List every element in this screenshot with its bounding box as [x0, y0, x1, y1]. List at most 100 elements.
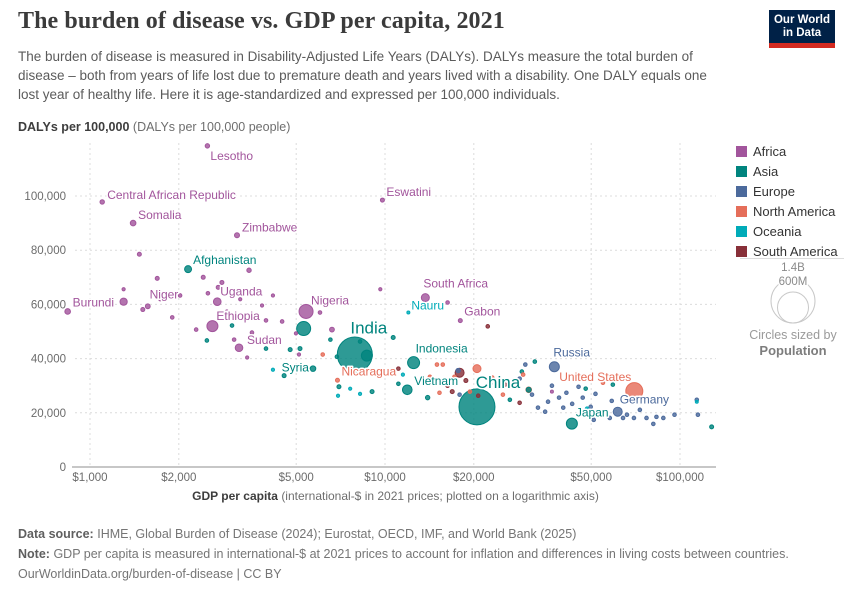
- data-point[interactable]: [457, 392, 462, 397]
- data-point[interactable]: [219, 279, 225, 285]
- data-point[interactable]: [556, 395, 562, 400]
- data-point-central-african-republic[interactable]: [99, 199, 105, 205]
- data-point[interactable]: [121, 287, 126, 292]
- data-point[interactable]: [427, 374, 433, 380]
- data-point[interactable]: [549, 389, 554, 394]
- data-point[interactable]: [264, 336, 269, 341]
- data-point[interactable]: [545, 399, 551, 404]
- data-point[interactable]: [604, 410, 610, 416]
- data-point[interactable]: [328, 337, 333, 342]
- data-point[interactable]: [193, 327, 199, 332]
- data-point[interactable]: [205, 290, 211, 296]
- data-point[interactable]: [542, 409, 548, 415]
- data-point-russia[interactable]: [548, 361, 560, 373]
- data-point[interactable]: [246, 267, 252, 273]
- data-point[interactable]: [158, 297, 163, 302]
- data-point-nigeria[interactable]: [298, 303, 314, 319]
- data-point[interactable]: [224, 309, 229, 314]
- data-point[interactable]: [259, 303, 265, 308]
- citation-link[interactable]: OurWorldinData.org/burden-of-disease: [18, 567, 234, 581]
- owid-logo[interactable]: Our World in Data: [769, 10, 835, 48]
- data-point[interactable]: [378, 287, 383, 292]
- data-point[interactable]: [204, 338, 210, 343]
- data-point[interactable]: [287, 347, 293, 353]
- data-point[interactable]: [296, 352, 302, 357]
- data-point-lesotho[interactable]: [204, 143, 211, 149]
- data-point[interactable]: [200, 274, 206, 280]
- data-point-south-africa[interactable]: [420, 293, 430, 303]
- data-point-eswatini[interactable]: [379, 197, 385, 203]
- data-point[interactable]: [672, 412, 677, 417]
- legend-item-asia[interactable]: Asia: [736, 164, 838, 179]
- data-point[interactable]: [434, 362, 440, 367]
- data-point[interactable]: [140, 307, 146, 313]
- data-point[interactable]: [177, 293, 183, 298]
- data-point[interactable]: [637, 407, 643, 413]
- data-point[interactable]: [584, 406, 590, 412]
- data-point-china[interactable]: [458, 388, 496, 426]
- data-point[interactable]: [245, 355, 250, 360]
- data-point[interactable]: [293, 331, 299, 336]
- data-point[interactable]: [609, 398, 615, 404]
- data-point[interactable]: [360, 349, 373, 362]
- data-point[interactable]: [396, 381, 401, 387]
- data-point[interactable]: [507, 397, 513, 403]
- data-point[interactable]: [580, 395, 586, 400]
- data-point-nauru[interactable]: [406, 310, 411, 315]
- data-point-syria[interactable]: [309, 365, 317, 372]
- data-point[interactable]: [564, 390, 569, 396]
- data-point[interactable]: [644, 415, 649, 421]
- data-point[interactable]: [281, 373, 287, 379]
- data-point[interactable]: [249, 330, 255, 335]
- data-point[interactable]: [320, 352, 326, 357]
- data-point-nicaragua[interactable]: [334, 377, 340, 383]
- data-point[interactable]: [279, 319, 285, 324]
- data-point[interactable]: [144, 303, 151, 310]
- data-point[interactable]: [607, 415, 613, 421]
- data-point[interactable]: [467, 389, 473, 394]
- data-point[interactable]: [263, 318, 269, 323]
- data-point-gabon[interactable]: [457, 318, 463, 324]
- legend-item-africa[interactable]: Africa: [736, 144, 838, 159]
- data-point-uganda[interactable]: [212, 297, 222, 306]
- data-point[interactable]: [529, 392, 535, 397]
- data-point[interactable]: [396, 366, 401, 371]
- data-point[interactable]: [335, 393, 341, 398]
- data-point[interactable]: [535, 405, 541, 410]
- data-point[interactable]: [593, 391, 598, 397]
- data-point[interactable]: [329, 326, 335, 333]
- data-point[interactable]: [154, 275, 160, 281]
- data-point[interactable]: [169, 315, 175, 320]
- data-point-niger[interactable]: [119, 297, 128, 306]
- data-point[interactable]: [520, 372, 526, 377]
- data-point[interactable]: [600, 380, 606, 386]
- data-point[interactable]: [525, 386, 532, 393]
- data-point[interactable]: [452, 374, 457, 380]
- data-point[interactable]: [437, 390, 442, 396]
- data-point[interactable]: [596, 411, 603, 417]
- data-point[interactable]: [432, 381, 438, 387]
- legend-item-north-america[interactable]: North America: [736, 204, 838, 219]
- data-point[interactable]: [336, 384, 342, 390]
- data-point[interactable]: [238, 297, 243, 302]
- data-point-ethiopia[interactable]: [206, 320, 219, 333]
- license-link[interactable]: CC BY: [243, 567, 282, 581]
- data-point[interactable]: [651, 421, 656, 427]
- data-point[interactable]: [532, 359, 538, 364]
- data-point[interactable]: [400, 372, 406, 377]
- data-point[interactable]: [357, 391, 363, 396]
- data-point[interactable]: [270, 367, 276, 372]
- data-point[interactable]: [624, 412, 630, 417]
- data-point[interactable]: [229, 323, 235, 328]
- data-point[interactable]: [231, 337, 237, 342]
- data-point[interactable]: [136, 251, 142, 257]
- data-point-zimbabwe[interactable]: [234, 232, 241, 239]
- data-point-vietnam[interactable]: [401, 384, 413, 396]
- data-point[interactable]: [263, 346, 269, 351]
- legend-item-south-america[interactable]: South America: [736, 244, 838, 259]
- data-point[interactable]: [348, 386, 353, 391]
- data-point[interactable]: [424, 394, 431, 401]
- data-point[interactable]: [390, 334, 396, 340]
- data-point-somalia[interactable]: [129, 219, 137, 227]
- data-point[interactable]: [654, 414, 659, 420]
